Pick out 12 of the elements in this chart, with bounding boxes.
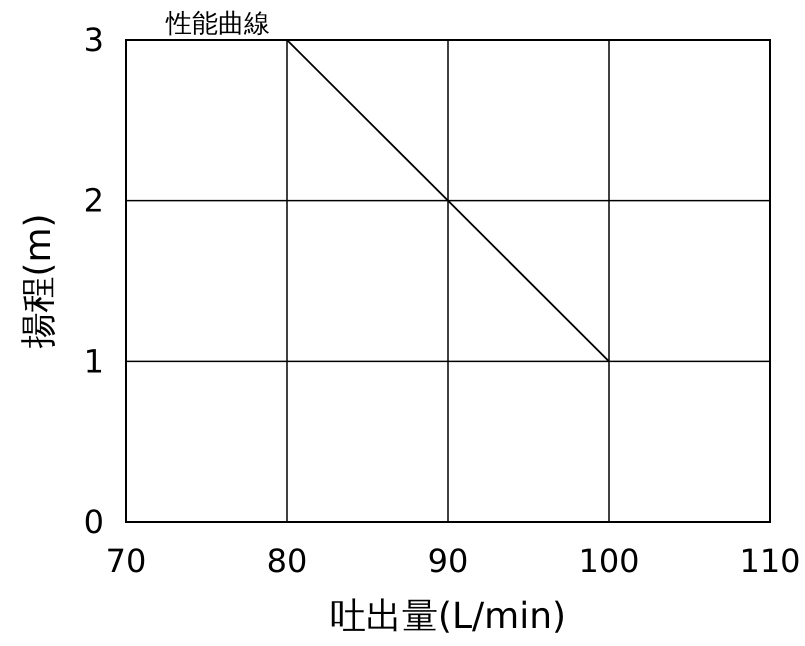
x-tick-label: 80 — [266, 542, 308, 580]
y-tick-label: 3 — [84, 21, 104, 59]
x-axis-title: 吐出量(L/min) — [330, 596, 566, 637]
x-tick-label: 110 — [739, 542, 801, 580]
x-tick-label: 90 — [428, 542, 468, 580]
x-tick-label: 100 — [578, 542, 640, 580]
y-tick-label: 2 — [84, 182, 104, 220]
y-tick-label: 1 — [84, 342, 104, 380]
x-tick-label: 70 — [106, 542, 146, 580]
text: 性能曲線 — [165, 9, 270, 39]
y-tick-label: 0 — [84, 503, 104, 541]
y-axis-title: 揚程(m) — [18, 213, 59, 349]
